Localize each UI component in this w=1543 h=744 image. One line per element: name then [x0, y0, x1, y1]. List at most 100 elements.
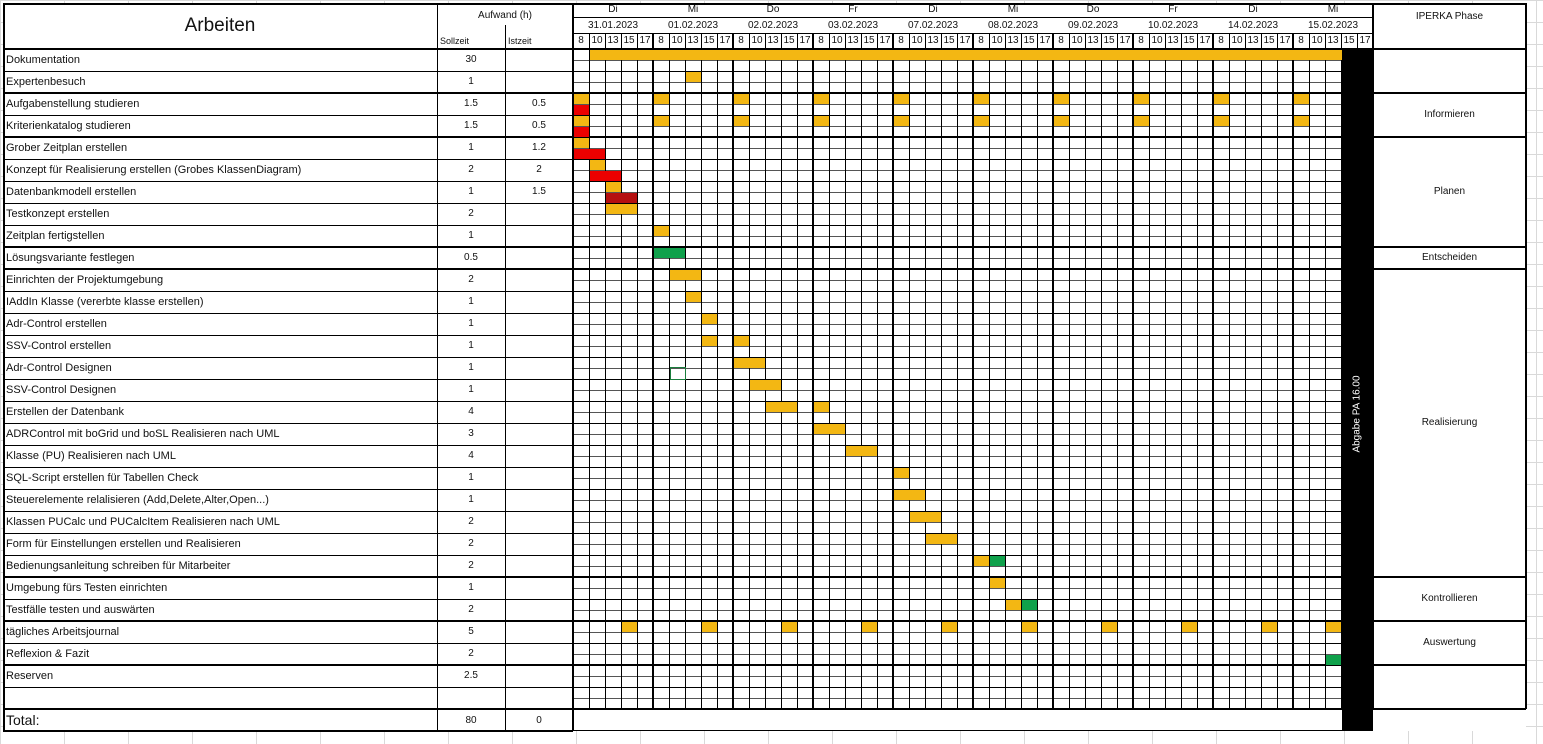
planned-bar[interactable]: [734, 358, 765, 368]
task-istzeit[interactable]: [505, 357, 573, 379]
task-name[interactable]: tägliches Arbeitsjournal: [6, 626, 120, 638]
task-sollzeit[interactable]: 1: [468, 142, 474, 153]
task-sollzeit[interactable]: 2: [468, 164, 474, 175]
task-sollzeit[interactable]: 1: [468, 362, 474, 373]
planned-bar[interactable]: [702, 336, 717, 346]
task-sollzeit[interactable]: 1: [468, 318, 474, 329]
planned-bar[interactable]: [926, 534, 957, 544]
task-istzeit[interactable]: [505, 489, 573, 511]
task-sollzeit[interactable]: 1: [468, 384, 474, 395]
planned-bar[interactable]: [814, 116, 829, 126]
task-sollzeit[interactable]: 2: [468, 560, 474, 571]
planned-bar[interactable]: [734, 94, 749, 104]
task-istzeit[interactable]: [505, 203, 573, 225]
task-sollzeit[interactable]: 1: [468, 296, 474, 307]
planned-bar[interactable]: [894, 116, 909, 126]
selected-cell[interactable]: [670, 367, 686, 380]
task-name[interactable]: Adr-Control erstellen: [6, 318, 107, 330]
task-istzeit[interactable]: 1.2: [532, 142, 546, 153]
planned-bar[interactable]: [606, 182, 621, 192]
task-sollzeit[interactable]: 2: [468, 648, 474, 659]
task-name[interactable]: Form für Einstellungen erstellen und Rea…: [6, 538, 241, 550]
planned-bar[interactable]: [606, 204, 637, 214]
planned-bar[interactable]: [574, 94, 589, 104]
task-istzeit[interactable]: [505, 665, 573, 687]
task-sollzeit[interactable]: 2.5: [464, 670, 478, 681]
task-name[interactable]: Lösungsvariante festlegen: [6, 252, 135, 264]
task-istzeit[interactable]: 0.5: [532, 120, 546, 131]
task-name[interactable]: Steuerelemente relalisieren (Add,Delete,…: [6, 494, 269, 506]
planned-bar[interactable]: [1294, 94, 1309, 104]
planned-bar[interactable]: [894, 490, 925, 500]
planned-bar[interactable]: [622, 622, 637, 632]
task-name[interactable]: Kriterienkatalog studieren: [6, 120, 131, 132]
task-name[interactable]: Expertenbesuch: [6, 76, 86, 88]
planned-bar[interactable]: [574, 116, 589, 126]
planned-bar[interactable]: [734, 336, 749, 346]
planned-bar[interactable]: [862, 622, 877, 632]
task-istzeit[interactable]: [505, 71, 573, 93]
task-sollzeit[interactable]: 2: [468, 274, 474, 285]
planned-bar[interactable]: [574, 138, 589, 148]
task-sollzeit[interactable]: 2: [468, 516, 474, 527]
planned-bar[interactable]: [1294, 116, 1309, 126]
task-sollzeit[interactable]: 3: [468, 428, 474, 439]
planned-bar[interactable]: [814, 402, 829, 412]
planned-bar[interactable]: [766, 402, 797, 412]
task-name[interactable]: SSV-Control Designen: [6, 384, 117, 396]
task-istzeit[interactable]: [505, 247, 573, 269]
planned-bar[interactable]: [1262, 622, 1277, 632]
planned-bar[interactable]: [1102, 622, 1117, 632]
task-istzeit[interactable]: [505, 401, 573, 423]
task-name[interactable]: Zeitplan fertigstellen: [6, 230, 105, 242]
planned-bar[interactable]: [894, 94, 909, 104]
task-sollzeit[interactable]: 1: [468, 494, 474, 505]
actual-bar[interactable]: [590, 171, 621, 181]
task-sollzeit[interactable]: 1.5: [464, 120, 478, 131]
planned-bar[interactable]: [1326, 622, 1341, 632]
planned-bar[interactable]: [1182, 622, 1197, 632]
task-istzeit[interactable]: [505, 533, 573, 555]
task-istzeit[interactable]: [505, 225, 573, 247]
task-name[interactable]: SQL-Script erstellen für Tabellen Check: [6, 472, 199, 484]
task-name[interactable]: Datenbankmodell erstellen: [6, 186, 137, 198]
task-name[interactable]: IAddIn Klasse (vererbte klasse erstellen…: [6, 296, 204, 308]
task-sollzeit[interactable]: 30: [465, 54, 477, 65]
task-sollzeit[interactable]: 4: [468, 406, 474, 417]
planned-bar[interactable]: [734, 116, 749, 126]
task-istzeit[interactable]: [505, 511, 573, 533]
planned-bar[interactable]: [590, 50, 1357, 60]
task-name[interactable]: Adr-Control Designen: [6, 362, 112, 374]
task-sollzeit[interactable]: 1: [468, 186, 474, 197]
task-sollzeit[interactable]: 2: [468, 604, 474, 615]
planned-bar[interactable]: [1134, 116, 1149, 126]
task-name[interactable]: Testkonzept erstellen: [6, 208, 110, 220]
planned-bar[interactable]: [654, 116, 669, 126]
planned-bar[interactable]: [702, 622, 717, 632]
task-istzeit[interactable]: [505, 291, 573, 313]
planned-bar[interactable]: [910, 512, 941, 522]
actual-bar[interactable]: [574, 127, 589, 137]
task-istzeit[interactable]: [505, 577, 573, 599]
task-name[interactable]: Konzept für Realisierung erstellen (Grob…: [6, 164, 302, 176]
actual-bar[interactable]: [606, 193, 637, 203]
planned-bar[interactable]: [974, 556, 989, 566]
task-sollzeit[interactable]: 5: [468, 626, 474, 637]
task-sollzeit[interactable]: 1: [468, 340, 474, 351]
planned-bar[interactable]: [1054, 116, 1069, 126]
planned-bar[interactable]: [686, 292, 701, 302]
planned-bar[interactable]: [942, 622, 957, 632]
task-sollzeit[interactable]: 2: [468, 208, 474, 219]
task-istzeit[interactable]: [505, 643, 573, 665]
task-sollzeit[interactable]: 1.5: [464, 98, 478, 109]
task-name[interactable]: Reflexion & Fazit: [6, 648, 90, 660]
task-name[interactable]: Umgebung fürs Testen einrichten: [6, 582, 168, 594]
task-name[interactable]: Klasse (PU) Realisieren nach UML: [6, 450, 176, 462]
task-name[interactable]: SSV-Control erstellen: [6, 340, 112, 352]
planned-bar[interactable]: [1006, 600, 1021, 610]
task-name[interactable]: Aufgabenstellung studieren: [6, 98, 140, 110]
planned-bar[interactable]: [782, 622, 797, 632]
planned-bar[interactable]: [990, 578, 1005, 588]
task-sollzeit[interactable]: 1: [468, 472, 474, 483]
